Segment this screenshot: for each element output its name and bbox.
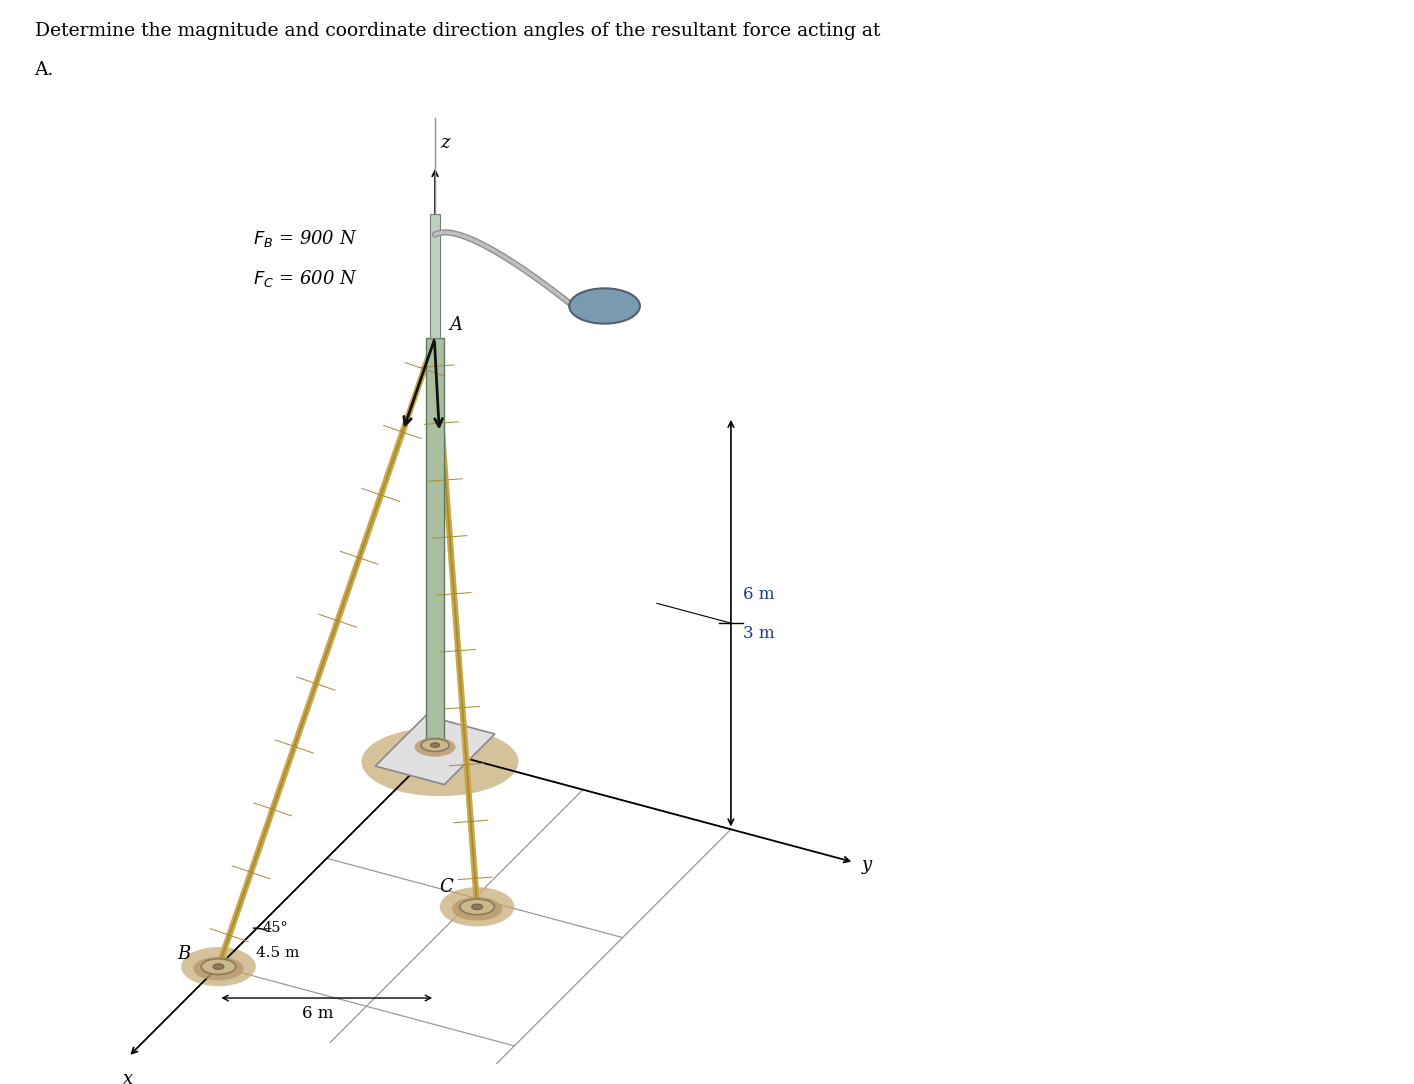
- Ellipse shape: [201, 958, 236, 975]
- Text: C: C: [440, 878, 454, 896]
- Text: 6 m: 6 m: [303, 1005, 334, 1021]
- Ellipse shape: [472, 904, 482, 909]
- Text: 3 m: 3 m: [742, 624, 775, 642]
- Polygon shape: [375, 715, 495, 785]
- Ellipse shape: [214, 964, 223, 969]
- Text: y: y: [863, 856, 872, 874]
- Ellipse shape: [460, 899, 495, 915]
- Polygon shape: [426, 338, 444, 750]
- Text: x: x: [123, 1070, 133, 1084]
- Ellipse shape: [181, 947, 256, 986]
- Ellipse shape: [431, 743, 440, 747]
- Text: 45°: 45°: [263, 921, 288, 935]
- Polygon shape: [430, 214, 441, 338]
- Text: 4.5 m: 4.5 m: [256, 946, 300, 959]
- Text: B: B: [177, 945, 191, 963]
- Text: z: z: [440, 134, 450, 152]
- Text: $F_B$ = 900 N: $F_B$ = 900 N: [253, 229, 358, 249]
- Text: 6 m: 6 m: [742, 585, 775, 603]
- Ellipse shape: [362, 727, 519, 796]
- Ellipse shape: [421, 738, 450, 751]
- Ellipse shape: [194, 957, 243, 980]
- Text: $F_C$ = 600 N: $F_C$ = 600 N: [253, 268, 358, 288]
- Text: A: A: [450, 315, 462, 334]
- Ellipse shape: [440, 887, 515, 927]
- Ellipse shape: [414, 737, 455, 757]
- Text: Determine the magnitude and coordinate direction angles of the resultant force a: Determine the magnitude and coordinate d…: [34, 22, 880, 40]
- Ellipse shape: [570, 288, 641, 324]
- Ellipse shape: [452, 898, 502, 920]
- Text: A.: A.: [34, 61, 54, 79]
